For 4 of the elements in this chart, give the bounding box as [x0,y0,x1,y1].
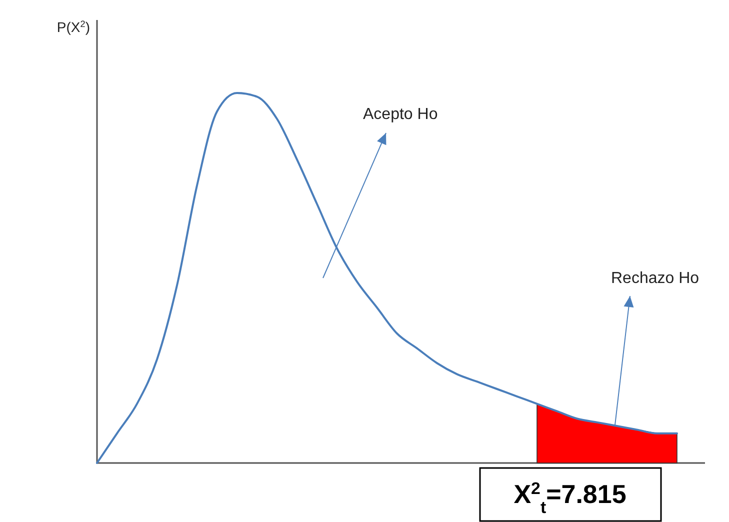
annotation: Rechazo Ho [611,270,700,287]
text: X$^{2}$$_{t}$=7.815 [514,478,626,516]
annotation: Acepto Ho [363,106,438,123]
y-axis-title: P(X$^{2}$) [56,19,90,35]
